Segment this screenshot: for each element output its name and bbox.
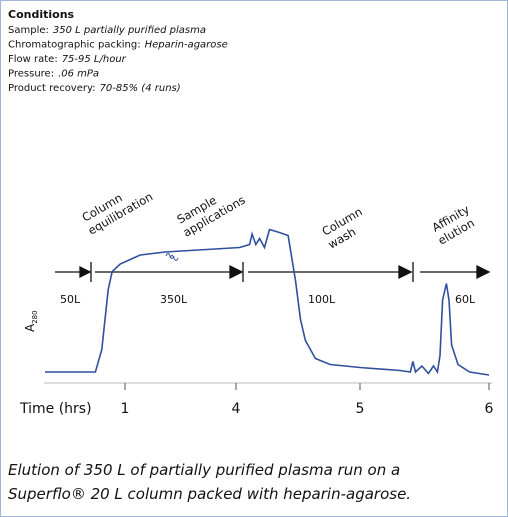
condition: Pressure: .06 mPa: [8, 69, 99, 80]
y-axis-label: A280: [23, 310, 39, 332]
break-mark: [169, 255, 179, 261]
x-tick-label: 1: [121, 401, 130, 417]
y-label-main: A: [23, 323, 37, 332]
stage-volume: 100L: [308, 293, 336, 306]
conditions-title: Conditions: [8, 8, 75, 21]
break-mark: [165, 253, 175, 259]
caption: Elution of 350 L of partially purified p…: [8, 461, 400, 479]
condition: Sample: 350 L partially purified plasma: [8, 25, 206, 36]
x-tick-label: 6: [485, 401, 494, 417]
condition: Flow rate: 75-95 L/hour: [8, 54, 127, 65]
axis-break: [165, 253, 179, 261]
caption: Superflo® 20 L column packed with hepari…: [8, 485, 411, 503]
x-tick-label: 4: [232, 401, 241, 417]
stage-volume: 50L: [60, 293, 81, 306]
condition-value: Heparin-agarose: [145, 40, 228, 51]
arrowhead: [476, 264, 491, 280]
condition-value: .06 mPa: [58, 69, 99, 80]
x-axis-label: Time (hrs): [19, 401, 92, 417]
condition-label: Flow rate:: [8, 54, 58, 65]
condition: Product recovery: 70-85% (4 runs): [8, 83, 181, 94]
stage-arrows: [55, 262, 491, 282]
arrowhead: [229, 264, 244, 280]
condition-label: Chromatographic packing:: [8, 40, 141, 51]
x-tick-label: 5: [356, 401, 365, 417]
condition-label: Pressure:: [8, 69, 54, 80]
stage-volume: 60L: [455, 293, 476, 306]
plot: [45, 228, 490, 376]
stage-volume: 350L: [160, 293, 188, 306]
arrowhead: [79, 265, 92, 279]
condition: Chromatographic packing: Heparin-agarose: [8, 40, 228, 51]
arrowhead: [398, 264, 413, 280]
condition-value: 70-85% (4 runs): [100, 83, 181, 94]
condition-value: 350 L partially purified plasma: [53, 25, 206, 36]
condition-value: 75-95 L/hour: [62, 54, 127, 65]
condition-label: Sample:: [8, 25, 49, 36]
y-label-sub: 280: [31, 310, 39, 323]
trace: [45, 228, 490, 376]
condition-label: Product recovery:: [8, 83, 96, 94]
